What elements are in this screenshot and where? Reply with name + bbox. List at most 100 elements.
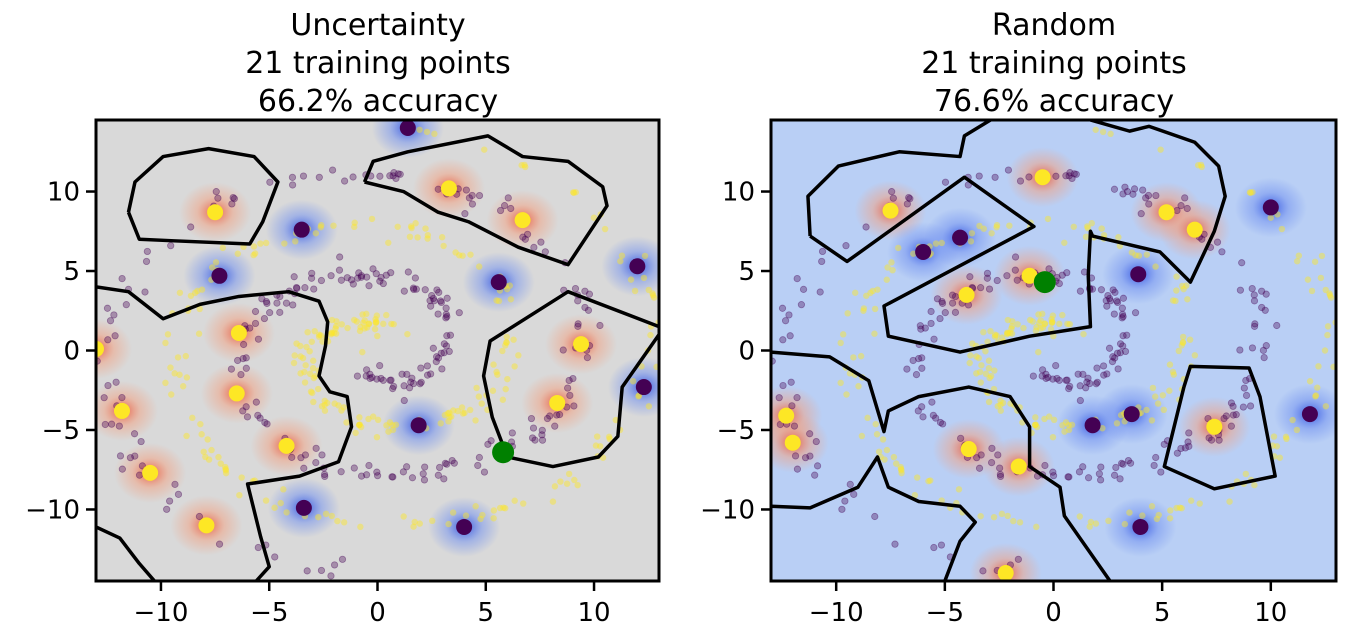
unlabeled-point-class1 — [472, 503, 479, 510]
unlabeled-point-class1 — [490, 507, 498, 514]
unlabeled-point-class0 — [912, 370, 921, 379]
unlabeled-point-class0 — [273, 299, 281, 307]
unlabeled-point-class0 — [396, 170, 404, 178]
unlabeled-point-class1 — [1004, 316, 1012, 324]
unlabeled-point-class0 — [394, 170, 402, 178]
unlabeled-point-class0 — [440, 340, 448, 348]
unlabeled-point-class1 — [1226, 498, 1233, 505]
unlabeled-point-class1 — [1143, 406, 1150, 414]
unlabeled-point-class0 — [1123, 331, 1131, 339]
unlabeled-point-class1 — [1035, 311, 1042, 318]
unlabeled-point-class0 — [793, 465, 802, 473]
unlabeled-point-class1 — [592, 442, 600, 449]
unlabeled-point-class0 — [376, 172, 384, 180]
unlabeled-point-class0 — [1236, 346, 1244, 354]
unlabeled-point-class0 — [975, 172, 983, 180]
unlabeled-point-class0 — [427, 370, 435, 378]
unlabeled-point-class1 — [183, 432, 190, 440]
unlabeled-point-class1 — [481, 146, 488, 153]
glow-class1 — [96, 318, 132, 379]
unlabeled-point-class0 — [496, 206, 505, 215]
decision-boundary — [126, 146, 280, 246]
unlabeled-point-class1 — [316, 331, 323, 338]
unlabeled-point-class1 — [515, 352, 522, 359]
unlabeled-point-class0 — [251, 319, 260, 328]
unlabeled-point-class0 — [1184, 438, 1192, 446]
unlabeled-point-class1 — [1152, 393, 1159, 400]
unlabeled-point-class1 — [884, 264, 891, 271]
x-tick-label: 5 — [1154, 598, 1171, 628]
unlabeled-point-class1 — [317, 332, 325, 339]
unlabeled-point-class1 — [511, 497, 518, 504]
unlabeled-point-class1 — [1049, 319, 1056, 326]
unlabeled-point-class0 — [1119, 460, 1127, 468]
unlabeled-point-class0 — [1093, 378, 1101, 386]
unlabeled-point-class1 — [1267, 214, 1274, 221]
decision-boundary — [809, 120, 1227, 354]
unlabeled-point-class1 — [208, 446, 215, 454]
unlabeled-point-class1 — [640, 274, 648, 282]
unlabeled-point-class1 — [910, 250, 917, 257]
unlabeled-point-class1 — [357, 323, 364, 331]
unlabeled-point-class0 — [387, 269, 395, 277]
unlabeled-point-class1 — [1037, 317, 1044, 324]
unlabeled-point-class1 — [449, 509, 457, 516]
unlabeled-point-class1 — [303, 343, 310, 351]
unlabeled-point-class0 — [427, 302, 435, 310]
unlabeled-point-class1 — [461, 409, 468, 417]
unlabeled-point-class0 — [932, 414, 940, 422]
unlabeled-point-class1 — [297, 342, 304, 350]
unlabeled-point-class0 — [103, 304, 112, 312]
plot-area — [96, 120, 659, 581]
unlabeled-point-class1 — [1039, 324, 1047, 331]
unlabeled-point-class1 — [1282, 433, 1290, 441]
unlabeled-point-class1 — [504, 375, 511, 383]
unlabeled-point-class1 — [429, 517, 436, 525]
unlabeled-point-class1 — [324, 399, 331, 407]
unlabeled-point-class0 — [448, 456, 456, 465]
unlabeled-point-class1 — [234, 250, 242, 257]
unlabeled-point-class0 — [317, 276, 326, 285]
unlabeled-point-class0 — [1118, 310, 1127, 318]
unlabeled-point-class1 — [1004, 329, 1011, 337]
unlabeled-point-class0 — [1104, 291, 1112, 300]
unlabeled-point-class0 — [266, 178, 274, 186]
unlabeled-point-class1 — [1327, 294, 1335, 301]
unlabeled-point-class1 — [361, 325, 368, 332]
unlabeled-point-class0 — [574, 297, 582, 305]
unlabeled-point-class0 — [312, 444, 320, 452]
unlabeled-point-class1 — [208, 264, 216, 271]
unlabeled-point-class1 — [1056, 320, 1063, 328]
unlabeled-point-class0 — [918, 354, 926, 362]
unlabeled-point-class1 — [1179, 339, 1187, 346]
unlabeled-point-class1 — [372, 315, 379, 323]
unlabeled-point-class0 — [118, 465, 126, 473]
unlabeled-point-class1 — [351, 316, 358, 324]
unlabeled-point-class1 — [522, 163, 529, 171]
unlabeled-point-class0 — [289, 181, 297, 189]
unlabeled-point-class1 — [997, 401, 1004, 409]
unlabeled-point-class0 — [390, 169, 398, 177]
unlabeled-point-class1 — [335, 402, 342, 409]
unlabeled-point-class1 — [328, 329, 335, 337]
unlabeled-point-class0 — [442, 310, 450, 318]
unlabeled-point-class1 — [980, 328, 987, 336]
unlabeled-point-class0 — [1041, 461, 1049, 470]
unlabeled-point-class1 — [1191, 352, 1199, 359]
unlabeled-point-class0 — [1251, 320, 1259, 328]
unlabeled-point-class0 — [290, 273, 298, 281]
unlabeled-point-class1 — [1314, 384, 1321, 391]
plot-area — [771, 120, 1336, 581]
unlabeled-point-class0 — [977, 451, 985, 459]
unlabeled-point-class1 — [318, 403, 326, 410]
unlabeled-point-class1 — [315, 333, 323, 340]
unlabeled-point-class1 — [1076, 513, 1083, 520]
unlabeled-point-class1 — [511, 363, 518, 370]
unlabeled-point-class1 — [450, 407, 457, 414]
labeled-point-class0 — [399, 120, 416, 136]
unlabeled-point-class0 — [166, 497, 174, 505]
unlabeled-point-class1 — [444, 410, 452, 417]
unlabeled-point-class0 — [242, 403, 250, 411]
unlabeled-point-class1 — [606, 435, 613, 443]
unlabeled-point-class1 — [205, 456, 213, 463]
